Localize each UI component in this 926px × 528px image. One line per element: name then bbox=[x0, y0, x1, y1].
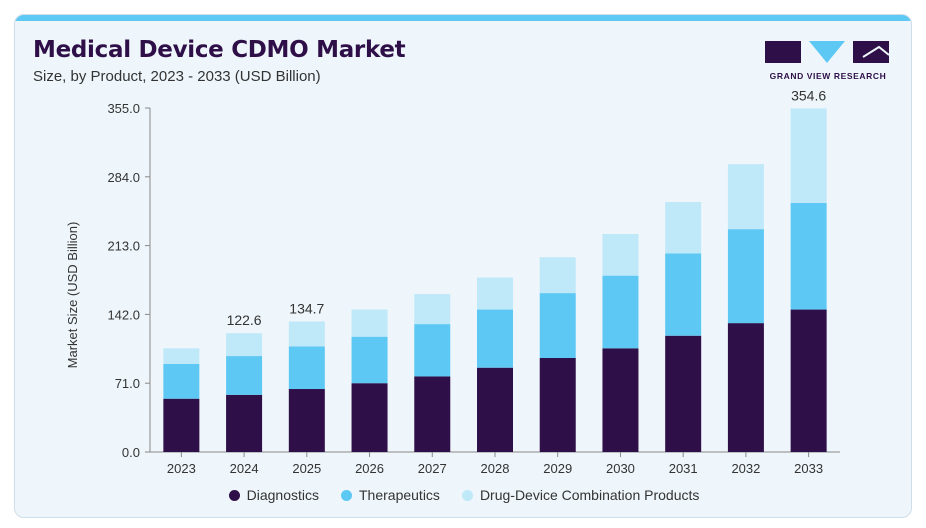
bar-chart: 0.0 71.0 142.0 213.0 284.0 355.0 2023 2024 2025 2… bbox=[65, 87, 840, 476]
x-tick-label: 2029 bbox=[543, 461, 572, 476]
bar-diagnostics-2033 bbox=[790, 309, 827, 452]
x-tick-label: 2025 bbox=[292, 461, 321, 476]
logo-text: GRAND VIEW RESEARCH bbox=[769, 71, 887, 81]
legend-label: Drug-Device Combination Products bbox=[479, 487, 700, 503]
x-tick-label: 2027 bbox=[418, 461, 447, 476]
legend-swatch bbox=[228, 489, 240, 501]
legend-label: Therapeutics bbox=[359, 487, 440, 503]
y-tick-label: 142.0 bbox=[107, 307, 140, 322]
logo-mark-icon bbox=[765, 41, 890, 63]
bar-therapeutics-2028 bbox=[477, 309, 513, 368]
bar-diagnostics-2030 bbox=[602, 348, 639, 452]
legend-swatch bbox=[341, 489, 352, 501]
bar-therapeutics-2027 bbox=[414, 324, 451, 377]
x-tick-label: 2023 bbox=[167, 461, 196, 476]
bar-therapeutics-2033 bbox=[790, 202, 827, 310]
legend-label: Diagnostics bbox=[246, 487, 319, 503]
chart-subtitle: Size, by Product, 2023 - 2033 (USD Billi… bbox=[33, 68, 321, 85]
data-label-2024: 122.6 bbox=[227, 312, 262, 328]
bar-therapeutics-2025 bbox=[288, 346, 325, 390]
grand-view-research-logo: GRAND VIEW RESEARCH bbox=[763, 39, 893, 83]
bar-therapeutics-2026 bbox=[351, 336, 388, 384]
x-tick-label: 2026 bbox=[355, 461, 384, 476]
bar-diagnostics-2029 bbox=[539, 358, 576, 452]
bar-diagnostics-2028 bbox=[477, 367, 513, 452]
y-axis-label: Market Size (USD Billion) bbox=[65, 222, 80, 369]
y-tick-label: 213.0 bbox=[107, 239, 140, 254]
bar-drug-device-combination-products-2026 bbox=[351, 309, 388, 337]
x-tick-label: 2028 bbox=[481, 461, 510, 476]
accent-bar bbox=[15, 15, 911, 21]
legend-item-diagnostics: Diagnostics bbox=[228, 487, 319, 503]
x-tick-label: 2033 bbox=[794, 461, 823, 476]
bar-therapeutics-2032 bbox=[727, 229, 764, 324]
bar-diagnostics-2026 bbox=[351, 383, 388, 452]
bar-drug-device-combination-products-2032 bbox=[727, 164, 764, 230]
bar-diagnostics-2031 bbox=[665, 335, 702, 452]
bar-drug-device-combination-products-2024 bbox=[226, 333, 263, 357]
y-tick-label: 355.0 bbox=[107, 101, 140, 116]
bar-drug-device-combination-products-2030 bbox=[602, 233, 639, 276]
bar-diagnostics-2023 bbox=[163, 398, 200, 452]
bar-drug-device-combination-products-2023 bbox=[163, 348, 200, 364]
y-tick-label: 284.0 bbox=[107, 170, 140, 185]
bar-diagnostics-2032 bbox=[727, 323, 764, 452]
bar-drug-device-combination-products-2031 bbox=[665, 201, 702, 254]
bar-drug-device-combination-products-2029 bbox=[539, 257, 576, 294]
x-tick-label: 2031 bbox=[669, 461, 698, 476]
bar-drug-device-combination-products-2027 bbox=[414, 294, 451, 325]
bar-diagnostics-2024 bbox=[226, 394, 263, 452]
y-tick-label: 0.0 bbox=[122, 445, 140, 460]
x-tick-label: 2030 bbox=[606, 461, 635, 476]
chart-title: Medical Device CDMO Market bbox=[33, 37, 406, 63]
bar-therapeutics-2029 bbox=[539, 293, 576, 359]
bar-therapeutics-2031 bbox=[665, 253, 702, 336]
bar-diagnostics-2027 bbox=[414, 376, 451, 452]
bar-drug-device-combination-products-2028 bbox=[477, 277, 513, 310]
y-tick-label: 71.0 bbox=[115, 376, 140, 391]
data-label-2025: 134.7 bbox=[289, 300, 324, 316]
x-tick-label: 2024 bbox=[230, 461, 259, 476]
bar-therapeutics-2030 bbox=[602, 275, 639, 349]
chart-card: Medical Device CDMO Market Size, by Prod… bbox=[14, 14, 912, 518]
bar-therapeutics-2024 bbox=[226, 356, 263, 395]
legend: Diagnostics Therapeutics Drug-Device Com… bbox=[15, 487, 911, 503]
legend-item-combination: Drug-Device Combination Products bbox=[461, 487, 700, 503]
bar-drug-device-combination-products-2033 bbox=[790, 108, 827, 203]
legend-swatch bbox=[461, 489, 473, 501]
bar-drug-device-combination-products-2025 bbox=[288, 321, 325, 347]
bar-diagnostics-2025 bbox=[288, 389, 325, 452]
bar-therapeutics-2023 bbox=[163, 363, 200, 399]
x-tick-label: 2032 bbox=[731, 461, 760, 476]
legend-item-therapeutics: Therapeutics bbox=[341, 487, 440, 503]
data-label-2033: 354.6 bbox=[791, 87, 826, 103]
